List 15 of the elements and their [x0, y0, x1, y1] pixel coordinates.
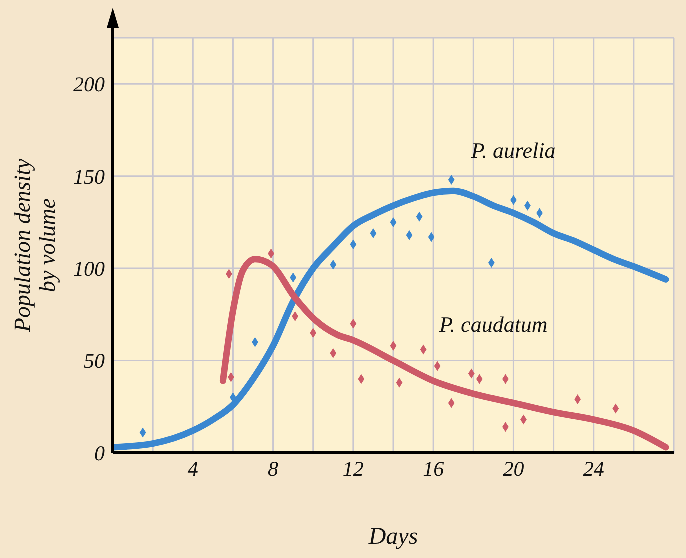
y-tick-label: 0	[94, 441, 106, 466]
x-tick-label: 16	[423, 456, 445, 481]
x-tick-label: 4	[188, 456, 199, 481]
y-tick-label: 50	[84, 349, 106, 374]
x-tick-label: 24	[583, 456, 605, 481]
x-tick-label: 8	[268, 456, 280, 481]
series-label: P. caudatum	[438, 312, 548, 337]
y-axis-title: Population density by volume	[10, 158, 60, 334]
series-label: P. aurelia	[470, 138, 556, 164]
x-tick-label: 12	[342, 456, 364, 481]
y-tick-label: 100	[74, 257, 106, 282]
y-tick-label: 200	[74, 72, 106, 97]
y-tick-label: 150	[74, 164, 106, 189]
x-axis-title: Days	[368, 524, 418, 550]
x-tick-label: 20	[503, 456, 525, 481]
